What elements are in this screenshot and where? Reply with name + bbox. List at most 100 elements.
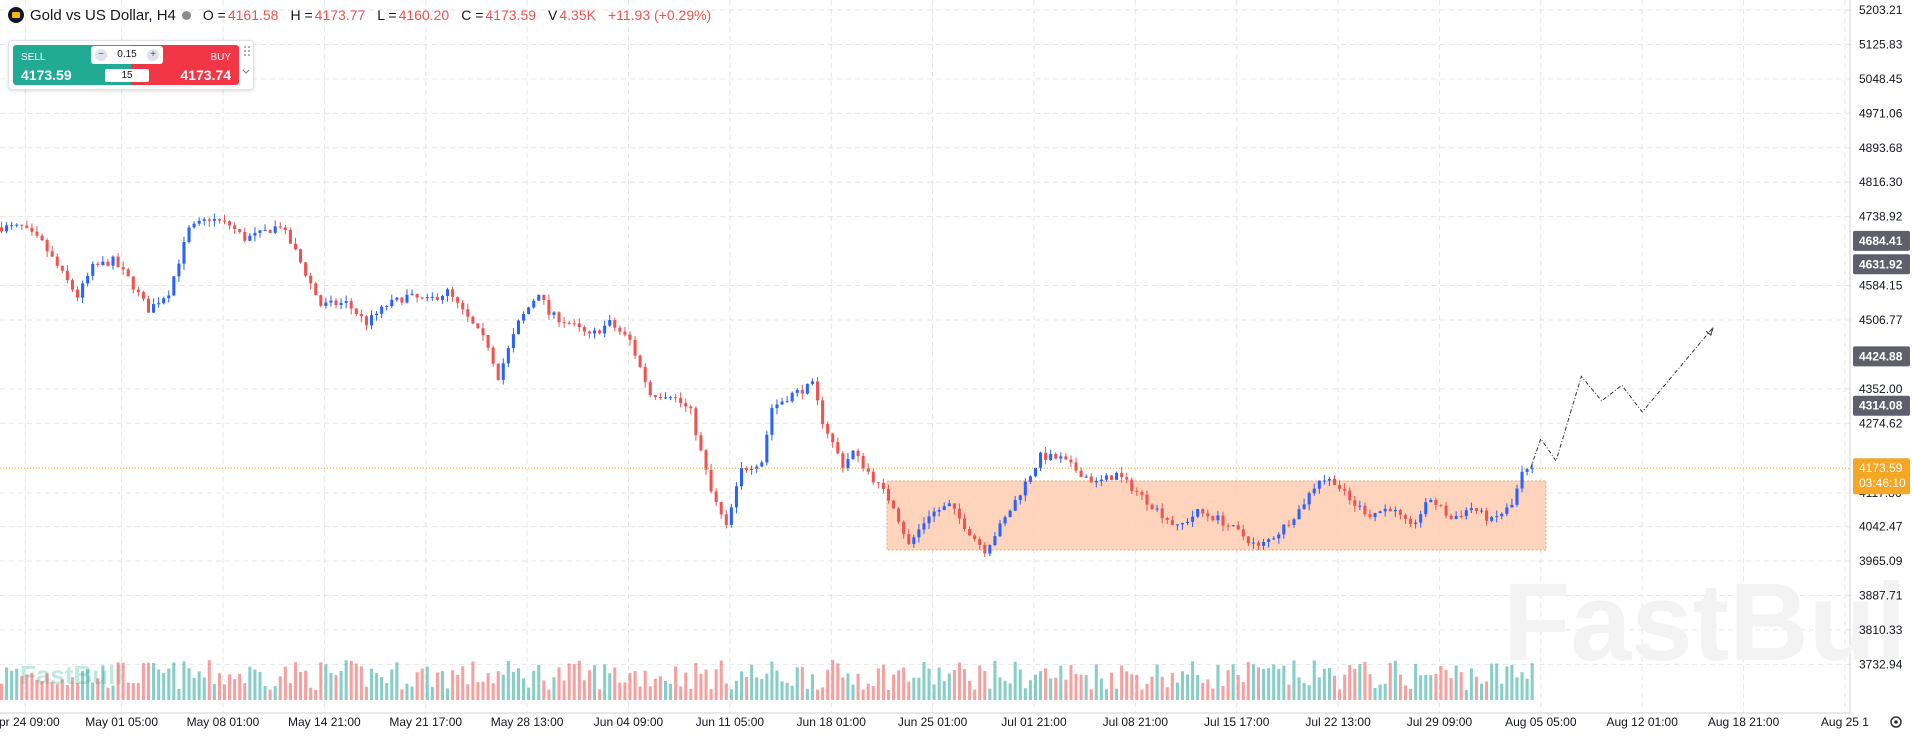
volume-bar (1510, 664, 1514, 700)
volume-bar (592, 665, 597, 700)
candle-body (15, 224, 19, 226)
volume-bar (1079, 674, 1083, 700)
volume-bar (1206, 679, 1210, 700)
volume-bar (228, 674, 232, 700)
candle-body (91, 263, 95, 276)
candle-body (734, 486, 738, 508)
quantity-value[interactable]: 0.15 (117, 49, 137, 60)
volume-bar (0, 683, 4, 700)
volume-bar (663, 680, 667, 700)
volume-bar (1398, 674, 1402, 700)
volume-bar (527, 687, 531, 700)
volume-bar (1282, 665, 1286, 700)
chevron-down-icon[interactable] (241, 67, 251, 77)
candle-body (471, 316, 475, 324)
volume-bar (136, 682, 140, 700)
candle-body (1231, 525, 1235, 527)
volume-bar (1013, 661, 1017, 700)
volume-bar (790, 685, 794, 700)
candle-body (86, 275, 90, 284)
volume-bar (1180, 671, 1184, 700)
candle-body (1109, 475, 1114, 480)
volume-bar (734, 680, 738, 700)
candle-body (1069, 459, 1073, 463)
candle-body (172, 276, 176, 296)
candle-body (1089, 476, 1093, 483)
price-axis[interactable]: 5203.21 5125.83 5048.45 4971.06 4893.68 4816.… (1853, 3, 1910, 671)
volume-bar (146, 662, 151, 700)
volume-bar (826, 669, 830, 700)
candle-body (0, 227, 4, 232)
volume-bar (866, 683, 870, 700)
plus-icon[interactable]: + (147, 49, 159, 61)
candle-body (359, 314, 363, 317)
step-input[interactable]: 15 (105, 69, 149, 82)
candle-body (35, 231, 39, 236)
volume-bar (238, 673, 242, 700)
time-axis[interactable]: Apr 24 09:00 May 01 05:00 May 08 01:00 May … (0, 715, 1869, 729)
candle-body (1297, 509, 1301, 520)
volume-bar (1074, 673, 1078, 700)
symbol-title[interactable]: Gold vs US Dollar, H4 (30, 6, 176, 24)
volume-bar (861, 689, 865, 700)
minus-icon[interactable]: − (95, 49, 107, 61)
candle-body (30, 227, 34, 232)
volume-bar (1150, 676, 1154, 700)
candle-body (1495, 516, 1499, 518)
quantity-stepper[interactable]: − 0.15 + (91, 46, 163, 64)
volume-bar (380, 676, 384, 700)
candle-body (765, 434, 769, 463)
candle-body (907, 534, 911, 545)
candle-body (466, 309, 470, 317)
volume-bar (1419, 675, 1423, 700)
volume-bar (1353, 668, 1357, 700)
candle-body (1464, 510, 1468, 517)
candle-body (516, 320, 521, 335)
candle-body (968, 529, 972, 536)
candle-body (1074, 462, 1078, 471)
candle-body (993, 536, 997, 546)
volume-bar (760, 678, 764, 700)
volume-bar (349, 660, 353, 700)
volume-bar (907, 681, 911, 700)
candle-body (1018, 495, 1022, 501)
volume-bar (856, 673, 860, 700)
candle-body (1155, 508, 1159, 510)
volume-bar (299, 671, 303, 700)
volume-bar (1251, 664, 1255, 700)
candle-body (653, 395, 657, 397)
price-tick-label: 5048.45 (1859, 72, 1903, 86)
time-tick-label: Jun 11 05:00 (696, 715, 765, 729)
candle-body (511, 334, 515, 349)
volume-bar (816, 689, 820, 700)
candle-body (694, 408, 698, 436)
candle-body (1125, 477, 1129, 480)
candle-body (1216, 515, 1220, 521)
time-tick-label: Jun 25 01:00 (898, 715, 968, 729)
volume-bar (1246, 661, 1250, 700)
price-marker-tag (1853, 395, 1910, 416)
candle-body (354, 308, 358, 315)
candle-body (1520, 471, 1524, 489)
candle-body (1008, 510, 1012, 518)
candle-body (648, 382, 652, 396)
candle-body (1241, 529, 1245, 537)
candle-body (248, 235, 252, 241)
settings-gear-icon[interactable] (1890, 716, 1902, 728)
volume-bar (1211, 688, 1215, 700)
volume-bar (1317, 677, 1321, 700)
candle-body (496, 363, 500, 380)
candle-body (253, 232, 257, 236)
buy-price: 4173.74 (180, 67, 231, 83)
volume-bar (1170, 673, 1174, 700)
time-tick-label: May 21 17:00 (389, 715, 462, 729)
volume-bar (76, 683, 80, 700)
candle-body (1251, 542, 1255, 544)
volume-bar (719, 660, 723, 700)
volume-bar (425, 666, 429, 700)
candle-body (1439, 504, 1443, 506)
drag-handle-icon[interactable] (243, 45, 251, 57)
candle-body (770, 408, 774, 435)
candle-body (425, 297, 429, 299)
